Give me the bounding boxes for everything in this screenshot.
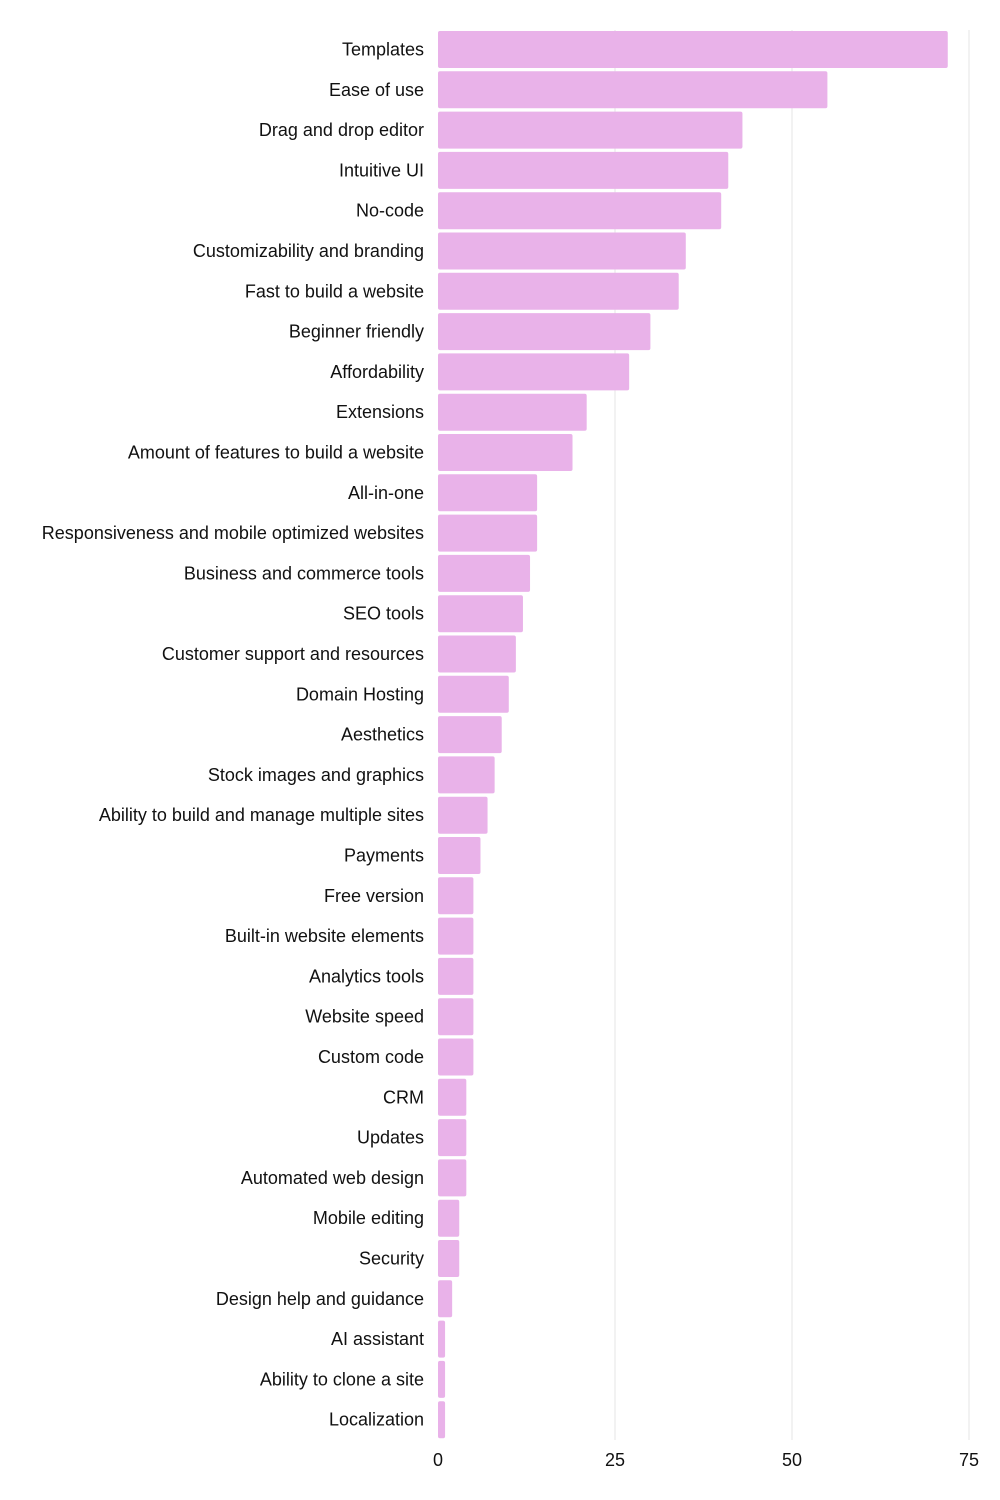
category-label: Ease of use [329,80,424,100]
bar [438,1119,467,1157]
bar [438,1320,446,1358]
bar [438,31,948,68]
category-label: AI assistant [331,1329,424,1349]
bar [438,1280,453,1318]
category-label: Templates [342,40,424,60]
category-label: Mobile editing [313,1208,424,1228]
category-label: Customizability and branding [193,241,424,261]
category-label: Affordability [330,362,424,382]
category-label: Beginner friendly [289,322,424,342]
category-label: Stock images and graphics [208,765,424,785]
category-label: Amount of features to build a website [128,443,424,463]
category-label: Website speed [305,1007,424,1027]
bar [438,1159,467,1197]
bar [438,998,474,1036]
category-label: Payments [344,846,424,866]
bar [438,877,474,915]
bar [438,837,481,874]
category-label: Fast to build a website [245,281,424,301]
bar [438,957,474,995]
bar [438,111,743,149]
bar [438,151,729,189]
bar [438,1199,460,1237]
bar [438,232,686,270]
category-label-layer: Templates Ease of use Drag and drop editor… [42,40,424,1430]
category-label: Drag and drop editor [259,120,424,140]
bar [438,1078,467,1116]
category-label: All-in-one [348,483,424,503]
category-label: Ability to build and manage multiple sit… [99,805,424,825]
bar [438,796,488,834]
category-label: Domain Hosting [296,684,424,704]
category-label: Design help and guidance [216,1289,424,1309]
bar [438,272,679,310]
bar [438,353,630,391]
x-tick-label: 75 [959,1450,979,1470]
category-label: Localization [329,1410,424,1430]
category-label: Customer support and resources [162,644,424,664]
bar [438,917,474,955]
bar [438,635,516,673]
bar [438,675,509,713]
bar [438,514,538,552]
bar [438,474,538,512]
category-label: Updates [357,1128,424,1148]
category-label: Automated web design [241,1168,424,1188]
bar [438,313,651,351]
category-label: Custom code [318,1047,424,1067]
bar [438,595,523,633]
category-label: Aesthetics [341,725,424,745]
category-label: Ability to clone a site [260,1369,424,1389]
category-label: Built-in website elements [225,926,424,946]
category-label: SEO tools [343,604,424,624]
bar [438,393,587,431]
bar [438,1360,446,1398]
bar [438,1038,474,1076]
bar [438,1401,446,1439]
bar [438,434,573,471]
category-label: CRM [383,1087,424,1107]
x-tick-label: 50 [782,1450,802,1470]
category-label: Extensions [336,402,424,422]
category-label: No-code [356,201,424,221]
bar [438,1240,460,1277]
bar [438,71,828,109]
bar [438,192,722,230]
x-axis-tick-layer: 0 25 50 75 [433,1450,979,1470]
bar-layer [438,31,948,1439]
category-label: Intuitive UI [339,160,424,180]
category-label: Security [359,1249,424,1269]
category-label: Free version [324,886,424,906]
category-label: Business and commerce tools [184,563,424,583]
bar [438,716,502,754]
bar [438,554,531,592]
x-tick-label: 25 [605,1450,625,1470]
category-label: Analytics tools [309,966,424,986]
bar [438,756,495,794]
category-label: Responsiveness and mobile optimized webs… [42,523,424,543]
x-tick-label: 0 [433,1450,443,1470]
